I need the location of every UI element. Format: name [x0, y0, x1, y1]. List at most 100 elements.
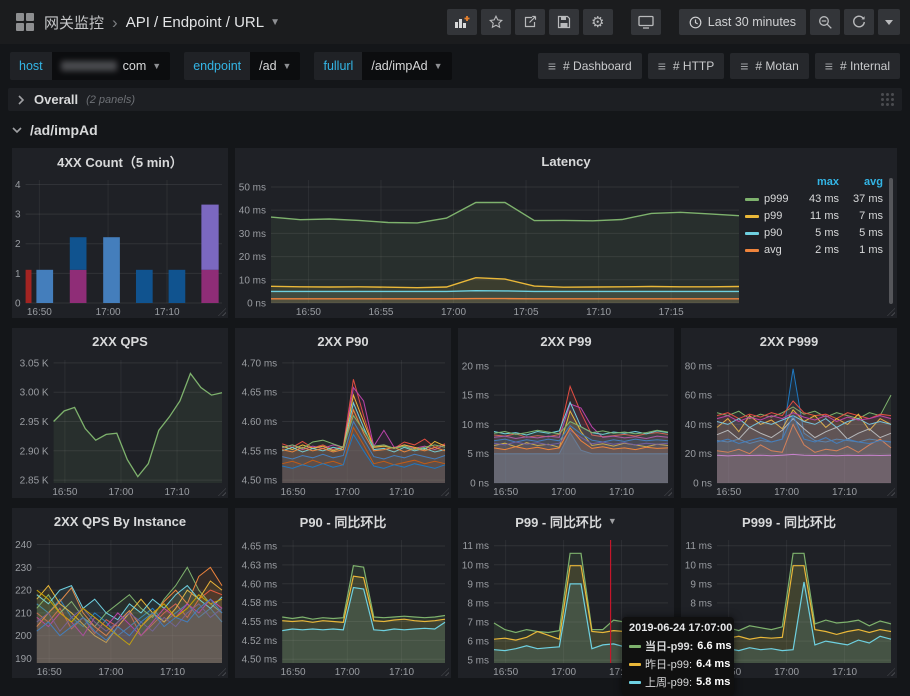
svg-text:0 ns: 0 ns [693, 479, 712, 490]
panel-2xx-p99-plot[interactable]: 0 ns 5 ms 10 ms 15 ms 20 ms 16:50 17:00 17:10 [458, 354, 674, 498]
tooltip-series-value: 6.4 ms [696, 658, 731, 670]
caret-down-icon [885, 19, 893, 25]
svg-text:7 ms: 7 ms [467, 618, 489, 629]
svg-text:17:10: 17:10 [389, 667, 414, 678]
refresh-button[interactable] [844, 9, 874, 35]
grafana-logo-grid-icon[interactable] [16, 13, 34, 31]
zoom-out-button[interactable] [810, 9, 840, 35]
legend-header-avg[interactable]: avg [864, 176, 883, 188]
panel-p90-tongbi-title[interactable]: P90 - 同比环比 [299, 514, 387, 530]
legend-max-value: 43 ms [809, 193, 839, 205]
row-header-overall[interactable]: Overall (2 panels) [8, 88, 902, 111]
breadcrumb-app-title[interactable]: 网关监控 [44, 14, 105, 32]
chevron-down-icon [12, 127, 22, 134]
time-range-picker[interactable]: Last 30 minutes [678, 9, 806, 35]
legend-max-value: 5 ms [815, 227, 839, 239]
panel-resize-handle[interactable] [887, 668, 895, 676]
panel-resize-handle[interactable] [887, 488, 895, 496]
svg-text:9 ms: 9 ms [690, 579, 712, 590]
add-panel-button[interactable] [446, 9, 477, 35]
svg-text:240: 240 [15, 540, 32, 551]
dashlink-motan[interactable]: ≡ # Motan [730, 53, 809, 79]
panel-p99-tongbi-title[interactable]: P99 - 同比环比 ▼ [515, 514, 617, 530]
panel-resize-handle[interactable] [664, 488, 672, 496]
dashlink-internal[interactable]: ≡ # Internal [814, 53, 900, 79]
tooltip-series-label: 当日-p99: [645, 641, 694, 653]
panel-2xx-p999-title[interactable]: 2XX P999 [759, 333, 819, 349]
legend-series-p999[interactable]: p999 [745, 193, 789, 205]
panel-resize-handle[interactable] [218, 308, 226, 316]
legend-max-value: 11 ms [809, 210, 839, 222]
refresh-interval-caret-button[interactable] [878, 9, 900, 35]
svg-text:4.60 ms: 4.60 ms [242, 417, 278, 428]
panel-2xx-p90-plot[interactable]: 4.50 ms 4.55 ms 4.60 ms 4.65 ms 4.70 ms 16:50… [235, 354, 451, 498]
panel-4xx-count-plot[interactable]: 0 1 2 3 4 16:50 17:00 17:10 [12, 174, 228, 318]
zoom-out-icon [818, 15, 832, 29]
save-button[interactable] [548, 9, 579, 35]
panel-2xx-qps-title[interactable]: 2XX QPS [92, 333, 148, 349]
panel-2xx-qps-plot[interactable]: 2.85 K 2.90 K 2.95 K 3.00 K 3.05 K 16:50 17:00… [12, 354, 228, 498]
variable-fullurl: fullurl /ad/impAd ▼ [314, 52, 452, 80]
variable-endpoint-value[interactable]: /ad ▼ [250, 52, 301, 80]
panel-resize-handle[interactable] [218, 668, 226, 676]
svg-text:16:50: 16:50 [37, 667, 62, 678]
row-header-ad-impad[interactable]: /ad/impAd [8, 118, 902, 142]
top-navbar: 网关监控 › API / Endpoint / URL ▼ [0, 0, 910, 44]
svg-text:220: 220 [15, 586, 32, 597]
panel-p999-tongbi-title[interactable]: P999 - 同比环比 [742, 514, 836, 530]
panel-2xx-p999-plot[interactable]: 0 ns 20 ms 40 ms 60 ms 80 ms 16:50 17:00 17:10 [681, 354, 897, 498]
legend-series-p99[interactable]: p99 [745, 210, 789, 222]
settings-button[interactable]: ⚙ [582, 9, 613, 35]
panel-2xx-qps-by-instance-plot[interactable]: 190 200 210 220 230 240 16:50 17:00 17:10 [12, 534, 228, 678]
panel-2xx-qps-by-instance-title[interactable]: 2XX QPS By Instance [53, 513, 187, 529]
list-icon: ≡ [657, 58, 666, 74]
panel-resize-handle[interactable] [218, 488, 226, 496]
legend-header-max[interactable]: max [816, 176, 839, 188]
share-button[interactable] [514, 9, 545, 35]
endpoint-value-text: /ad [259, 59, 277, 73]
panel-4xx-count-title[interactable]: 4XX Count（5 min） [57, 154, 183, 170]
dashboard-title-caret-icon[interactable]: ▼ [270, 16, 280, 28]
dashlink-dashboard[interactable]: ≡ # Dashboard [537, 53, 642, 79]
panel-resize-handle[interactable] [887, 308, 895, 316]
chevron-down-icon: ▼ [433, 61, 443, 71]
panel-2xx-p999: 2XX P999 0 ns 20 ms 40 ms 60 ms 80 ms 16:50 17:… [681, 328, 897, 498]
panel-2xx-p99-title[interactable]: 2XX P99 [540, 333, 592, 349]
svg-text:200: 200 [15, 631, 32, 642]
svg-text:20 ms: 20 ms [239, 252, 266, 263]
svg-text:10 ms: 10 ms [462, 560, 489, 571]
star-button[interactable] [480, 9, 511, 35]
tooltip-series-label: 上周-p99: [645, 677, 693, 689]
variable-host-value[interactable]: com ▼ [51, 52, 171, 80]
add-panel-icon [454, 16, 470, 28]
legend-series-p90[interactable]: p90 [745, 227, 789, 239]
svg-text:4.52 ms: 4.52 ms [242, 636, 278, 647]
svg-text:2: 2 [15, 239, 21, 250]
panel-resize-handle[interactable] [441, 488, 449, 496]
breadcrumb-dashboard-title[interactable]: API / Endpoint / URL [125, 13, 265, 31]
panel-latency-title[interactable]: Latency [541, 153, 591, 169]
panel-2xx-p90-title[interactable]: 2XX P90 [317, 333, 369, 349]
panel-title-caret-icon: ▼ [607, 516, 617, 526]
cycle-view-button[interactable] [630, 9, 661, 35]
panel-latency-plot[interactable]: 0 ns 10 ms 20 ms 30 ms 40 ms 50 ms 16:50 16:55 1… [235, 174, 745, 318]
variable-host: host com ▼ [10, 52, 171, 80]
tooltip-series-value: 5.8 ms [696, 676, 731, 688]
share-icon [524, 15, 536, 28]
legend-scrollbar[interactable] [889, 178, 893, 304]
svg-text:60 ms: 60 ms [685, 391, 712, 402]
svg-text:17:10: 17:10 [389, 487, 414, 498]
svg-text:8 ms: 8 ms [690, 598, 712, 609]
legend-series-avg[interactable]: avg [745, 244, 789, 256]
panel-p90-tongbi-plot[interactable]: 4.50 ms 4.52 ms 4.55 ms 4.58 ms 4.60 ms 4.63 … [235, 534, 451, 678]
dashlink-http[interactable]: ≡ # HTTP [647, 53, 725, 79]
svg-text:40 ms: 40 ms [685, 420, 712, 431]
panel-resize-handle[interactable] [441, 668, 449, 676]
variable-host-label: host [10, 52, 52, 80]
svg-text:50 ms: 50 ms [239, 182, 266, 193]
variable-fullurl-value[interactable]: /ad/impAd ▼ [362, 52, 452, 80]
tooltip-series-row: 当日-p99: 6.6 ms [629, 638, 732, 654]
panel-2xx-qps: 2XX QPS 2.85 K 2.90 K 2.95 K 3.00 K 3.05 K 16:… [12, 328, 228, 498]
row-drag-handle-icon[interactable] [881, 93, 894, 106]
